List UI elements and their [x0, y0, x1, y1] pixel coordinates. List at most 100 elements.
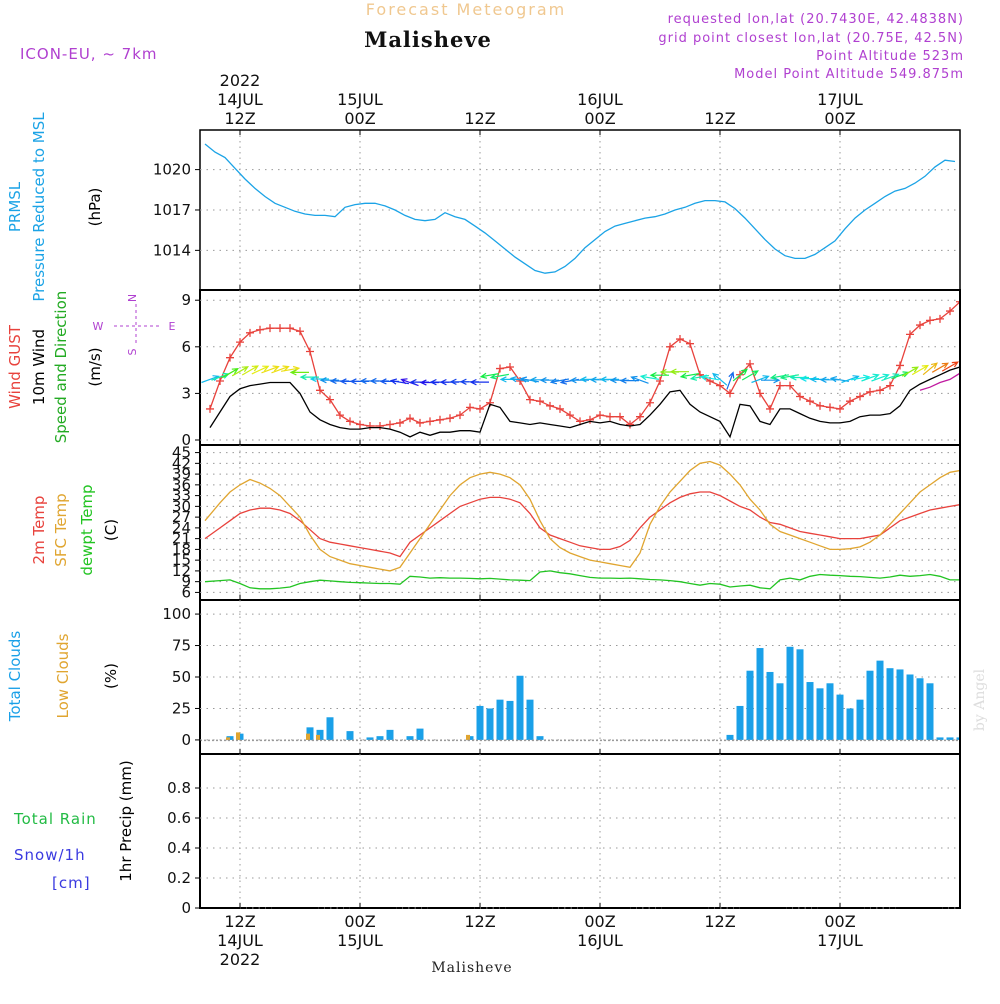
snow-label: Snow/1h: [14, 846, 86, 864]
gust-marker: [236, 338, 244, 347]
gust-marker: [296, 327, 304, 336]
plot-area: [204, 460, 959, 590]
t2m-line: [204, 491, 959, 558]
wind-direction-arrow: [630, 375, 649, 384]
gust-marker: [726, 389, 734, 398]
bottom-time-label: 14JUL: [217, 931, 263, 950]
wind-direction-arrow: [639, 374, 660, 381]
total_clouds-bar: [876, 660, 884, 740]
footer-station-name: Malisheve: [431, 960, 512, 976]
gust-marker: [836, 404, 844, 413]
total_clouds-bar: [516, 675, 524, 740]
gust-marker: [866, 387, 874, 396]
y-tick-label: 0.2: [167, 869, 191, 887]
axis-label: Wind GUST: [6, 324, 24, 409]
wind-direction-arrow: [712, 372, 728, 386]
wind-direction-arrow: [861, 373, 880, 382]
wind-direction-arrow: [649, 371, 669, 379]
plot-area: [201, 301, 959, 439]
panel-frame: [199, 444, 961, 601]
bottom-time-label: 17JUL: [817, 931, 863, 950]
gust-marker: [816, 401, 824, 410]
gust-marker: [546, 401, 554, 410]
axis-label: Low Clouds: [54, 633, 72, 718]
gust-marker: [886, 381, 894, 390]
gust-marker: [826, 403, 834, 412]
wind-direction-arrow: [769, 373, 790, 381]
low_clouds-bar: [306, 733, 310, 740]
axis-label: Speed and Direction: [52, 291, 70, 444]
wind-direction-arrow: [799, 375, 819, 382]
wind-direction-arrow: [241, 365, 259, 376]
wind-direction-arrow: [751, 375, 770, 384]
bottom-time-label: 12Z: [704, 912, 735, 931]
wind-direction-arrow: [289, 369, 309, 376]
low_clouds-bar: [316, 734, 320, 740]
top-time-label: 16JUL: [577, 90, 623, 109]
gust-marker: [506, 363, 514, 371]
total_clouds-bar: [406, 736, 414, 740]
wind-direction-arrow: [689, 374, 710, 381]
total_clouds-bar: [826, 683, 834, 740]
gust-marker: [266, 324, 274, 333]
axis-label: SFC Temp: [52, 493, 70, 566]
total_clouds-bar: [526, 699, 534, 740]
plot-area: [204, 143, 956, 274]
y-tick-label: 1017: [153, 201, 191, 219]
total_clouds-bar: [756, 648, 764, 740]
total_clouds-bar: [856, 699, 864, 740]
gust-marker: [946, 307, 954, 316]
gust-marker: [956, 301, 959, 303]
panels: 1014 1017 1020 PRMSL Pressure Reduced to MSL…: [6, 112, 961, 917]
compass-s: S: [126, 348, 139, 355]
top-time-label: 00Z: [584, 109, 615, 128]
total_clouds-bar: [796, 649, 804, 740]
gust-marker: [686, 339, 694, 348]
bottom-time-label: 12Z: [464, 912, 495, 931]
gust-marker: [756, 389, 764, 398]
plot-area: [201, 646, 959, 742]
axis-label: Pressure Reduced to MSL: [30, 112, 48, 302]
gust-marker: [326, 395, 334, 404]
total_clouds-bar: [746, 670, 754, 740]
wind-direction-arrow: [221, 367, 240, 379]
gust-marker: [746, 359, 754, 368]
bottom-time-label: 00Z: [344, 912, 375, 931]
total_clouds-bar: [806, 682, 814, 740]
axis-label: 2m Temp: [30, 496, 48, 565]
bottom-time-label: 12Z: [224, 912, 255, 931]
y-tick-label: 9: [181, 573, 191, 591]
y-tick-label: 0: [181, 731, 191, 749]
gust-marker: [256, 325, 264, 334]
wind-direction-arrow: [922, 362, 938, 376]
y-tick-label: 39: [172, 465, 191, 483]
wind-direction-arrow: [726, 371, 735, 390]
gust-marker: [446, 414, 454, 423]
total_clouds-bar: [776, 683, 784, 740]
top-time-label: 15JUL: [337, 90, 383, 109]
top-time-label: 00Z: [824, 109, 855, 128]
gust-marker: [586, 415, 594, 424]
wind-direction-arrow: [741, 370, 760, 381]
top-time-label: 14JUL: [217, 90, 263, 109]
axis-label: (m/s): [86, 347, 104, 386]
gust-marker: [346, 417, 354, 426]
y-tick-label: 25: [172, 699, 191, 717]
axis-label: dewpt Temp: [78, 484, 96, 575]
rain-label: Total Rain: [13, 810, 97, 828]
y-tick-label: 21: [172, 530, 191, 548]
axis-label: (%): [102, 663, 120, 689]
bottom-time-label: 2022: [220, 950, 261, 969]
axis-label: PRMSL: [6, 181, 24, 232]
gust-marker: [496, 364, 504, 373]
wind-direction-arrow: [669, 368, 689, 375]
total_clouds-bar: [736, 705, 744, 740]
wind-direction-arrow: [261, 365, 280, 374]
total_clouds-bar: [906, 674, 914, 740]
wind-direction-arrow: [911, 364, 929, 376]
gust-marker: [406, 414, 414, 423]
wind-direction-arrow: [679, 372, 700, 379]
y-tick-label: 6: [181, 338, 191, 356]
